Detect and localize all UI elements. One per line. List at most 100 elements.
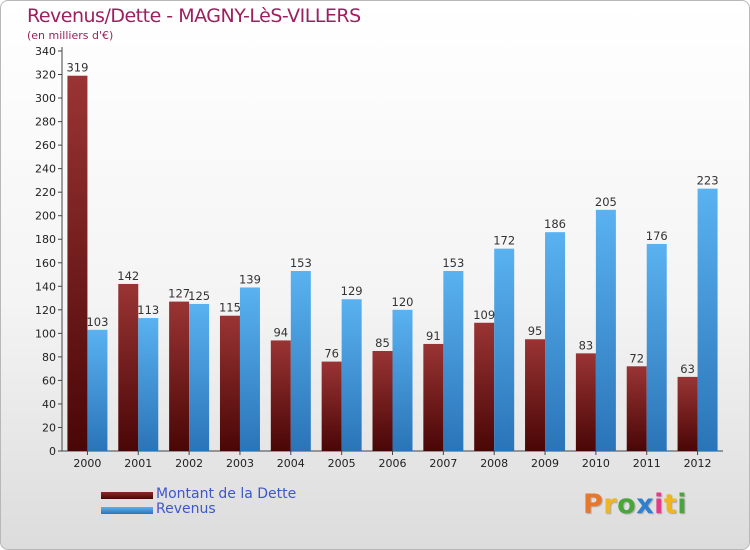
bar-revenus [494,248,515,451]
y-tick-label: 0 [49,445,56,458]
data-label-revenus: 139 [239,272,261,286]
logo-letter: x [636,489,655,520]
data-label-revenus: 172 [493,234,515,248]
bar-debt [677,376,698,451]
bar-debt [67,75,88,452]
bars [67,75,718,452]
y-tick-label: 300 [35,92,56,105]
bar-debt [270,340,291,451]
data-label-revenus: 113 [137,303,159,317]
x-tick-label: 2003 [226,457,254,470]
x-tick-label: 2000 [73,457,101,470]
x-tick-label: 2005 [328,457,356,470]
data-label-debt: 95 [528,324,543,338]
y-tick-label: 120 [35,304,56,317]
bar-revenus [443,271,464,451]
bar-revenus [697,188,718,451]
proxiti-logo: Proxiti [583,489,687,520]
bar-revenus [189,303,210,451]
x-tick-label: 2012 [684,457,712,470]
bar-debt [474,322,495,451]
data-label-revenus: 176 [646,229,668,243]
bar-debt [118,283,139,451]
y-tick-label: 80 [42,351,56,364]
data-label-revenus: 153 [290,256,312,270]
bar-revenus [595,209,616,451]
logo-letter: r [603,489,618,520]
data-label-debt: 142 [117,269,139,283]
data-label-debt: 76 [324,347,339,361]
legend-label-revenus: Revenus [156,501,216,517]
chart-subtitle: (en milliers d'€) [27,29,114,42]
bar-revenus [239,287,260,451]
data-label-revenus: 205 [595,195,617,209]
bar-revenus [138,318,159,451]
bar-revenus [392,309,413,451]
bar-revenus [545,232,566,451]
y-tick-label: 320 [35,69,56,82]
y-tick-label: 60 [42,374,56,387]
x-tick-label: 2007 [429,457,457,470]
data-label-debt: 72 [629,351,644,365]
logo-letter: P [583,489,604,520]
bar-debt [169,301,190,451]
y-tick-label: 240 [35,163,56,176]
x-tick-label: 2010 [582,457,610,470]
logo-letter: o [617,489,637,520]
y-tick-label: 140 [35,280,56,293]
x-tick-label: 2004 [277,457,305,470]
legend-swatch-debt [101,492,153,499]
data-label-debt: 115 [219,301,241,315]
bar-debt [626,366,647,451]
y-tick-label: 260 [35,139,56,152]
bar-revenus [646,243,667,451]
bar-debt [219,315,240,451]
bar-revenus [87,329,108,451]
chart-title: Revenus/Dette - MAGNY-LèS-VILLERS [27,5,361,27]
x-tick-label: 2002 [175,457,203,470]
data-label-revenus: 129 [341,284,363,298]
y-tick-label: 160 [35,257,56,270]
bar-debt [321,361,342,451]
y-tick-label: 100 [35,327,56,340]
data-label-debt: 91 [426,329,441,343]
data-label-revenus: 103 [86,315,108,329]
logo-letter: i [654,489,664,520]
y-tick-label: 180 [35,233,56,246]
y-tick-label: 280 [35,116,56,129]
bar-debt [372,351,393,451]
data-label-debt: 63 [680,362,695,376]
x-tick-label: 2001 [124,457,152,470]
x-tick-label: 2006 [379,457,407,470]
x-tick-label: 2011 [633,457,661,470]
logo-letter: i [677,489,688,520]
y-tick-label: 220 [35,186,56,199]
data-label-revenus: 125 [188,289,210,303]
y-tick-label: 340 [35,45,56,58]
x-tick-label: 2008 [480,457,508,470]
y-tick-label: 200 [35,210,56,223]
bar-debt [575,353,596,451]
data-label-revenus: 153 [442,256,464,270]
data-label-revenus: 223 [697,174,719,188]
legend-label-debt: Montant de la Dette [156,486,297,502]
y-tick-label: 40 [42,398,56,411]
data-label-debt: 85 [375,336,390,350]
logo-letter: t [663,489,678,520]
legend-swatch-revenus [101,507,153,514]
data-label-revenus: 120 [392,295,414,309]
bar-revenus [341,299,362,451]
x-tick-label: 2009 [531,457,559,470]
data-label-debt: 109 [473,308,495,322]
bar-revenus [290,271,311,451]
data-label-debt: 83 [579,338,594,352]
data-label-debt: 127 [168,287,190,301]
data-label-revenus: 186 [544,217,566,231]
bar-debt [423,343,444,451]
data-label-debt: 319 [66,61,88,75]
data-label-debt: 94 [273,325,288,339]
bar-debt [525,339,546,451]
